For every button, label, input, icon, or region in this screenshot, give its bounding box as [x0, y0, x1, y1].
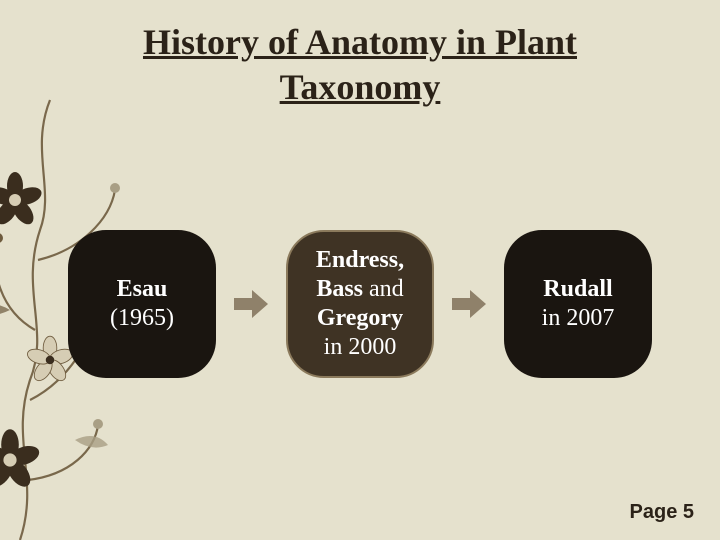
- timeline-flow: Esau(1965) Endress,Bass andGregoryin 200…: [0, 230, 720, 378]
- title-line-2: Taxonomy: [280, 67, 441, 107]
- title-line-1: History of Anatomy in Plant: [143, 22, 577, 62]
- node-text: Rudallin 2007: [542, 275, 615, 333]
- timeline-node-2: Endress,Bass andGregoryin 2000: [286, 230, 434, 378]
- page-number: Page 5: [630, 501, 694, 524]
- node-text: Esau(1965): [110, 275, 174, 333]
- node-text: Endress,Bass andGregoryin 2000: [316, 246, 404, 361]
- timeline-node-3: Rudallin 2007: [504, 230, 652, 378]
- arrow-icon: [234, 290, 268, 318]
- page-title: History of Anatomy in Plant Taxonomy: [0, 0, 720, 110]
- timeline-node-1: Esau(1965): [68, 230, 216, 378]
- arrow-icon: [452, 290, 486, 318]
